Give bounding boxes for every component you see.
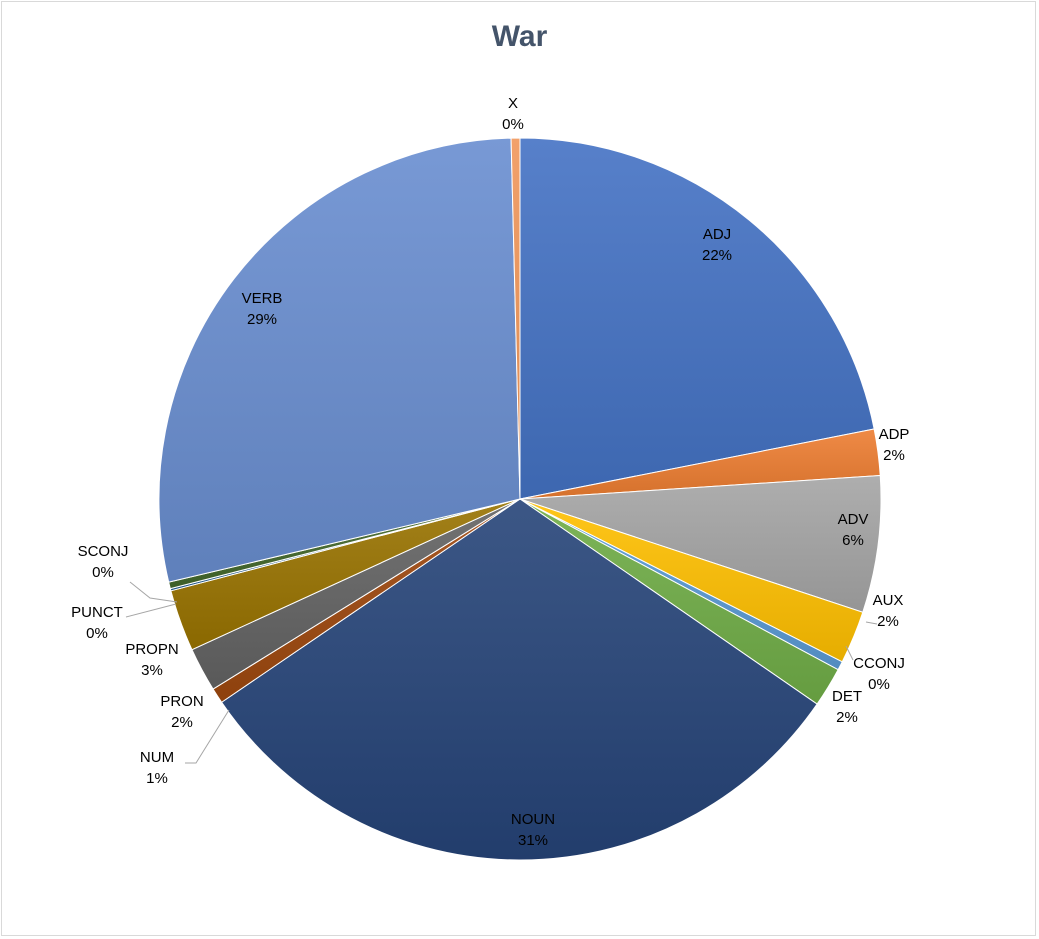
data-label-verb: VERB 29% [242, 290, 283, 328]
pie-slice-verb [158, 137, 521, 583]
data-label-category: ADV [838, 511, 869, 528]
data-label-percent: 29% [247, 311, 277, 328]
data-label-sconj: SCONJ 0% [78, 543, 129, 581]
data-label-category: CCONJ [853, 655, 905, 672]
data-label-percent: 2% [836, 709, 858, 726]
leader-line-cconj [845, 645, 854, 661]
data-label-aux: AUX 2% [873, 592, 904, 630]
pie-slice-adj [519, 137, 875, 500]
leader-line-sconj [129, 581, 178, 603]
data-label-category: DET [832, 688, 862, 705]
data-label-category: ADJ [703, 226, 731, 243]
pie-slice-adv [519, 474, 882, 613]
data-label-percent: 31% [518, 832, 548, 849]
data-label-punct: PUNCT 0% [71, 604, 123, 642]
data-label-pron: PRON 2% [160, 693, 203, 731]
data-label-category: NUM [140, 749, 174, 766]
data-label-category: PROPN [125, 641, 178, 658]
data-label-adv: ADV 6% [838, 511, 869, 549]
data-label-percent: 0% [868, 676, 890, 693]
data-label-adj: ADJ 22% [702, 226, 732, 264]
data-label-det: DET 2% [832, 688, 862, 726]
data-label-percent: 2% [171, 714, 193, 731]
data-label-category: NOUN [511, 811, 555, 828]
data-label-noun: NOUN 31% [511, 811, 555, 849]
data-label-category: ADP [879, 426, 910, 443]
data-label-x: X 0% [502, 95, 524, 133]
data-label-percent: 22% [702, 247, 732, 264]
pie-slice-noun [220, 498, 818, 861]
data-label-category: AUX [873, 592, 904, 609]
pie-slices [158, 137, 882, 861]
leader-line-punct [125, 603, 177, 618]
leader-lines [125, 581, 878, 764]
data-label-category: PUNCT [71, 604, 123, 621]
pie-slice-x [510, 137, 521, 500]
data-label-category: PRON [160, 693, 203, 710]
data-label-category: VERB [242, 290, 283, 307]
data-label-percent: 2% [883, 447, 905, 464]
data-label-adp: ADP 2% [879, 426, 910, 464]
data-label-category: X [508, 95, 518, 112]
data-label-percent: 2% [877, 613, 899, 630]
data-labels: ADJ 22% ADP 2% ADV 6% AUX 2% CCONJ 0% DET 2% NOUN 31%… [71, 95, 909, 849]
data-label-percent: 3% [141, 662, 163, 679]
leader-line-aux [865, 621, 878, 625]
data-label-num: NUM 1% [140, 749, 174, 787]
data-label-percent: 6% [842, 532, 864, 549]
data-label-category: SCONJ [78, 543, 129, 560]
leader-line-num [185, 709, 230, 764]
data-label-percent: 0% [92, 564, 114, 581]
data-label-percent: 0% [86, 625, 108, 642]
data-label-percent: 0% [502, 116, 524, 133]
data-label-cconj: CCONJ 0% [853, 655, 905, 693]
chart-title: War [491, 20, 548, 53]
data-label-percent: 1% [146, 770, 168, 787]
data-label-propn: PROPN 3% [125, 641, 178, 679]
